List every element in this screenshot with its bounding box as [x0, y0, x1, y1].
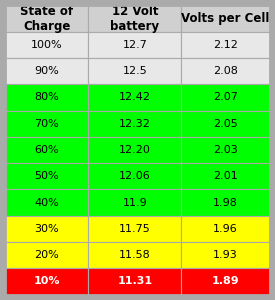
Text: State of
Charge: State of Charge [20, 4, 73, 32]
Bar [5, 189, 89, 216]
Bar [181, 137, 270, 163]
Bar [5, 163, 89, 189]
Bar [181, 216, 270, 242]
Bar [5, 32, 89, 58]
Text: 12.32: 12.32 [119, 119, 151, 129]
Bar [89, 242, 181, 268]
Bar [89, 268, 181, 295]
Text: 11.31: 11.31 [117, 277, 152, 286]
Text: 20%: 20% [34, 250, 59, 260]
Text: 60%: 60% [34, 145, 59, 155]
Bar [181, 111, 270, 137]
Text: 11.58: 11.58 [119, 250, 151, 260]
Text: 2.05: 2.05 [213, 119, 238, 129]
Bar [181, 268, 270, 295]
Text: 40%: 40% [34, 198, 59, 208]
Text: 12 Volt
battery: 12 Volt battery [110, 4, 160, 32]
Bar [181, 189, 270, 216]
Bar [5, 268, 89, 295]
Text: 2.01: 2.01 [213, 171, 238, 181]
Bar [89, 216, 181, 242]
Text: 12.5: 12.5 [122, 66, 147, 76]
Text: 80%: 80% [34, 92, 59, 102]
Bar [181, 5, 270, 32]
Bar [89, 137, 181, 163]
Text: 70%: 70% [34, 119, 59, 129]
Text: 2.08: 2.08 [213, 66, 238, 76]
Bar [181, 242, 270, 268]
Text: 50%: 50% [34, 171, 59, 181]
Text: 90%: 90% [34, 66, 59, 76]
Bar [5, 111, 89, 137]
Text: 2.12: 2.12 [213, 40, 238, 50]
Text: 2.07: 2.07 [213, 92, 238, 102]
Text: 1.93: 1.93 [213, 250, 238, 260]
Text: 11.75: 11.75 [119, 224, 151, 234]
Bar [5, 58, 89, 84]
Bar [89, 189, 181, 216]
Bar [5, 242, 89, 268]
Text: Volts per Cell: Volts per Cell [182, 12, 270, 25]
Text: 11.9: 11.9 [122, 198, 147, 208]
Bar [5, 216, 89, 242]
Text: 12.42: 12.42 [119, 92, 151, 102]
Bar [181, 84, 270, 111]
Text: 12.06: 12.06 [119, 171, 151, 181]
Text: 1.89: 1.89 [212, 277, 240, 286]
Bar [181, 163, 270, 189]
Bar [5, 5, 89, 32]
Text: 12.7: 12.7 [122, 40, 147, 50]
Bar [89, 84, 181, 111]
Bar [181, 58, 270, 84]
Bar [89, 5, 181, 32]
Bar [89, 163, 181, 189]
Text: 10%: 10% [34, 277, 60, 286]
Bar [89, 58, 181, 84]
Bar [89, 32, 181, 58]
Bar [5, 137, 89, 163]
Text: 1.96: 1.96 [213, 224, 238, 234]
Text: 1.98: 1.98 [213, 198, 238, 208]
Bar [181, 32, 270, 58]
Text: 12.20: 12.20 [119, 145, 151, 155]
Bar [5, 84, 89, 111]
Text: 30%: 30% [34, 224, 59, 234]
Bar [89, 111, 181, 137]
Text: 2.03: 2.03 [213, 145, 238, 155]
Text: 100%: 100% [31, 40, 62, 50]
